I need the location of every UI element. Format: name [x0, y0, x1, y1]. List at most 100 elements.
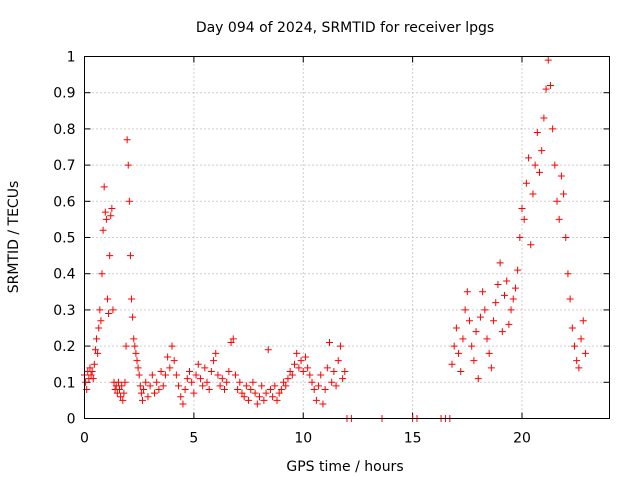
data-point — [183, 375, 191, 383]
data-point — [107, 212, 115, 220]
data-point — [280, 378, 288, 386]
data-point — [138, 396, 146, 404]
data-point — [479, 288, 487, 296]
data-point — [122, 342, 130, 350]
data-point — [142, 378, 150, 386]
data-point — [131, 342, 139, 350]
data-point — [205, 386, 213, 394]
data-point — [286, 367, 294, 375]
data-point — [245, 396, 253, 404]
data-point — [540, 114, 548, 122]
data-point — [560, 190, 568, 198]
y-tick-label: 0.3 — [53, 303, 75, 319]
data-point — [494, 281, 502, 289]
data-point — [546, 81, 554, 89]
data-point — [218, 375, 226, 383]
data-point — [557, 172, 565, 180]
axis-ticks — [84, 56, 610, 419]
data-point — [492, 299, 500, 307]
plot-frame — [84, 56, 610, 419]
data-point — [328, 378, 336, 386]
y-tick-label: 0.7 — [53, 158, 75, 174]
data-point — [109, 306, 117, 314]
data-point — [258, 382, 266, 390]
data-point — [119, 396, 127, 404]
data-point — [227, 338, 235, 346]
data-point — [301, 353, 309, 361]
data-point — [194, 360, 202, 368]
data-point — [448, 360, 456, 368]
data-point — [566, 295, 574, 303]
data-point — [312, 396, 320, 404]
data-point — [291, 360, 298, 368]
data-point — [555, 215, 563, 223]
x-axis-label: GPS time / hours — [286, 459, 403, 475]
data-point — [123, 136, 131, 144]
data-point — [466, 317, 473, 325]
data-point — [231, 371, 239, 379]
data-point — [481, 306, 489, 314]
data-point — [129, 313, 137, 321]
data-point — [132, 349, 140, 357]
data-point — [310, 386, 318, 394]
data-point — [297, 357, 305, 365]
y-tick-label: 0.8 — [53, 122, 75, 138]
data-point — [190, 389, 198, 397]
chart-title: Day 094 of 2024, SRMTID for receiver lpg… — [196, 20, 494, 36]
data-point — [490, 317, 498, 325]
data-point — [96, 306, 104, 314]
data-point — [137, 389, 145, 397]
data-point — [164, 353, 172, 361]
data-point — [573, 357, 581, 365]
data-point — [238, 389, 246, 397]
data-point — [94, 349, 102, 357]
data-point — [253, 400, 261, 408]
data-point — [468, 342, 476, 350]
data-point — [571, 342, 578, 350]
data-point — [249, 378, 257, 386]
x-tick-label: 10 — [294, 431, 312, 447]
data-point — [527, 241, 535, 249]
data-point — [188, 378, 196, 386]
data-point — [170, 357, 178, 365]
data-point — [144, 393, 152, 401]
data-point — [168, 342, 176, 350]
data-point — [455, 349, 463, 357]
data-point — [140, 386, 148, 394]
data-point — [514, 266, 522, 274]
data-point — [505, 320, 513, 328]
data-point — [487, 364, 495, 372]
data-point — [196, 375, 204, 383]
data-point — [136, 382, 144, 390]
data-point — [266, 386, 274, 394]
data-point — [542, 85, 550, 93]
data-point — [533, 129, 541, 137]
data-point — [520, 215, 528, 223]
data-point — [210, 357, 218, 365]
data-point — [553, 197, 561, 205]
data-point — [581, 349, 589, 357]
data-point — [207, 367, 215, 375]
data-point — [339, 375, 347, 383]
data-point — [531, 161, 539, 169]
data-point — [485, 349, 493, 357]
data-point — [135, 371, 143, 379]
data-point — [536, 168, 543, 176]
data-point — [562, 234, 570, 241]
data-point — [341, 367, 349, 375]
data-point — [126, 252, 134, 260]
data-point — [256, 393, 263, 401]
data-point — [511, 284, 519, 292]
x-tick-label: 0 — [80, 431, 89, 447]
data-point — [201, 364, 209, 372]
data-point — [575, 364, 583, 372]
data-point — [105, 310, 113, 318]
data-point — [496, 259, 504, 267]
data-point — [247, 386, 255, 394]
data-point — [234, 386, 242, 394]
data-point — [159, 382, 167, 390]
data-series — [81, 56, 589, 422]
data-point — [518, 205, 526, 213]
data-point — [212, 349, 220, 357]
data-point — [288, 371, 296, 379]
